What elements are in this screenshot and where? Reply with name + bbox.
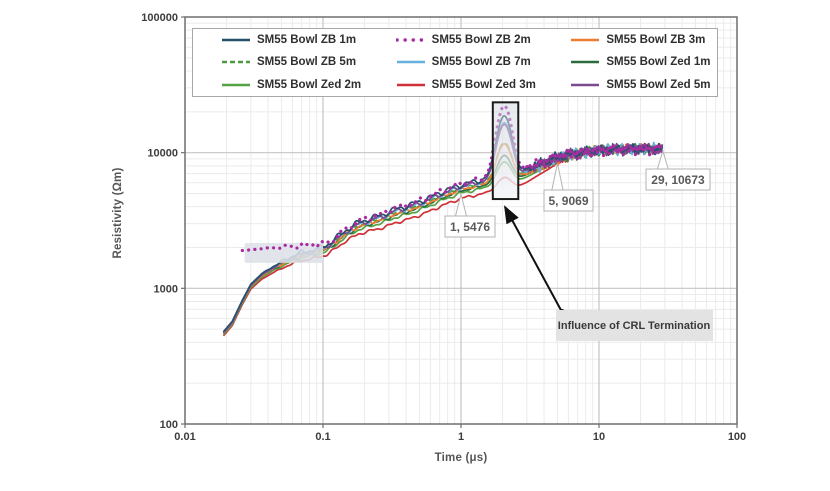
legend-item-sm55-bowl-zb-5m: SM55 Bowl ZB 5m [193, 56, 368, 68]
legend-label: SM55 Bowl ZB 7m [431, 56, 531, 69]
early-highlight-box [244, 242, 323, 263]
callout-29-10673: 29, 10673 [645, 149, 711, 191]
legend-label: SM55 Bowl Zed 3m [431, 78, 536, 91]
callout-5-9069: 5, 9069 [543, 163, 594, 212]
legend-item-sm55-bowl-zb-3m: SM55 Bowl ZB 3m [542, 34, 717, 46]
legend-label: SM55 Bowl ZB 1m [257, 34, 357, 47]
legend-label: SM55 Bowl Zed 1m [606, 56, 711, 69]
legend-swatch-solid [571, 83, 600, 87]
note-box [556, 310, 713, 341]
legend-swatch-solid [396, 61, 425, 64]
legend-label: SM55 Bowl ZB 2m [431, 34, 531, 47]
y-tick-label: 100 [160, 419, 178, 431]
series-line [222, 142, 664, 336]
legend-item-sm55-bowl-zb-1m: SM55 Bowl ZB 1m [193, 34, 368, 46]
tick-marks [181, 16, 738, 428]
legend-swatch-solid [571, 38, 600, 42]
crl-note: Influence of CRL Termination [504, 205, 713, 341]
crl-spike-box [491, 101, 520, 201]
series-sm55-bowl-zb-3m [222, 143, 664, 334]
legend-swatch-solid [222, 83, 250, 87]
y-tick-label: 1000 [154, 283, 178, 295]
legend-swatch-solid [396, 83, 425, 87]
x-axis-title: Time (μs) [434, 452, 488, 464]
legend-swatch-dotted [395, 38, 426, 42]
legend-item-sm55-bowl-zed-2m: SM55 Bowl Zed 2m [193, 79, 368, 91]
legend-swatch-solid [222, 38, 250, 42]
legend-label: SM55 Bowl ZB 5m [257, 56, 357, 69]
series-line [222, 143, 664, 334]
legend-item-sm55-bowl-zed-5m: SM55 Bowl Zed 5m [542, 79, 717, 91]
series-line [240, 104, 665, 253]
series-sm55-bowl-zed-1m [222, 143, 664, 334]
legend-label: SM55 Bowl ZB 3m [606, 34, 706, 47]
legend-label: SM55 Bowl Zed 2m [257, 78, 362, 91]
series-line [222, 141, 664, 333]
callout-label: 29, 10673 [651, 173, 705, 187]
x-tick-label: 10 [593, 431, 605, 443]
callout-label: 1, 5476 [450, 220, 490, 234]
legend-item-sm55-bowl-zb-2m: SM55 Bowl ZB 2m [368, 34, 543, 46]
x-tick-label: 0.1 [315, 431, 330, 443]
legend-swatch-solid [571, 61, 600, 64]
legend-label: SM55 Bowl Zed 5m [606, 78, 711, 91]
series-sm55-bowl-zed-2m [222, 142, 664, 336]
series-line [222, 143, 664, 334]
y-axis-title: Resistivity (Ωm) [112, 167, 124, 259]
x-tick-label: 1 [458, 431, 464, 443]
x-tick-label: 0.01 [174, 431, 195, 443]
tick-labels: 0.01 0.1 1 10 100 100 1000 10000 100000 [141, 12, 746, 443]
legend-item-sm55-bowl-zed-3m: SM55 Bowl Zed 3m [368, 79, 543, 91]
y-tick-label: 10000 [147, 148, 178, 160]
x-tick-label: 100 [728, 431, 746, 443]
callout-label: 5, 9069 [548, 194, 588, 208]
y-tick-label: 100000 [141, 12, 178, 24]
series-sm55-bowl-zb-5m [222, 141, 664, 333]
legend: SM55 Bowl ZB 1m SM55 Bowl ZB 2m SM55 Bowl … [192, 28, 718, 97]
series-sm55-bowl-zb-2m [240, 104, 665, 253]
legend-item-sm55-bowl-zed-1m: SM55 Bowl Zed 1m [542, 56, 717, 68]
legend-item-sm55-bowl-zb-7m: SM55 Bowl ZB 7m [368, 56, 543, 68]
note-label: Influence of CRL Termination [558, 320, 711, 332]
callout-1-5476: 1, 5476 [444, 194, 496, 238]
legend-swatch-dashed [222, 61, 250, 64]
